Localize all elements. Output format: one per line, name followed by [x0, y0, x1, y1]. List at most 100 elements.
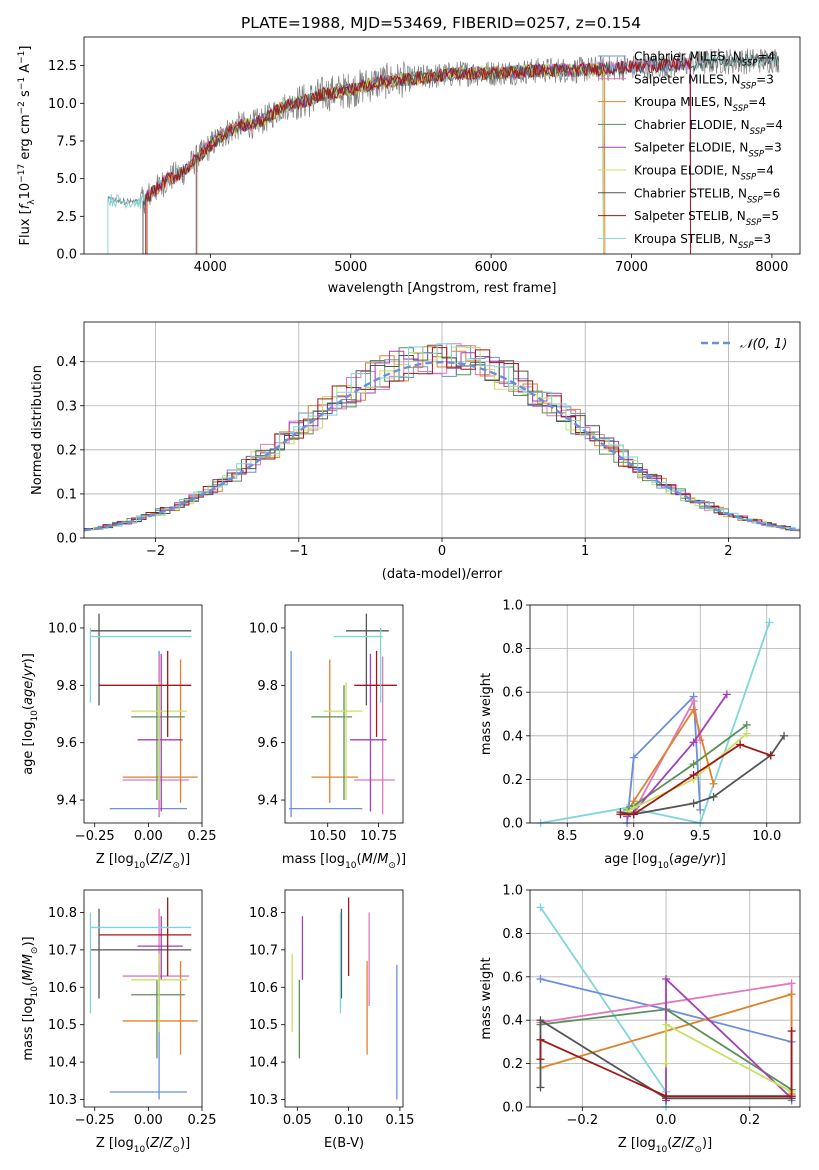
x-tick-label: 0.2: [739, 1113, 760, 1128]
marker-kroupa_elodie: [662, 1059, 671, 1068]
marker-chabrier_stelib: [536, 1016, 545, 1025]
y-tick-label: 0.0: [502, 1101, 523, 1116]
y-axis-label-part: Flux [: [18, 209, 33, 245]
y-axis-label-part: A: [18, 64, 33, 77]
series-kroupa_stelib-line: [540, 622, 771, 825]
marker-salpeter_stelib: [766, 751, 775, 760]
marker-kroupa_elodie: [662, 1020, 671, 1029]
x-tick-label: 2: [724, 544, 732, 559]
x-tick-label: 0.00: [134, 1113, 163, 1128]
marker-kroupa_miles: [689, 705, 698, 714]
y-tick-label: 12.5: [48, 59, 77, 74]
errorbar-chabrier_elodie: [131, 979, 185, 1059]
y-axis-label-part: /: [21, 676, 36, 681]
legend-label-part: =4: [757, 50, 775, 64]
y-tick-label: 10.5: [48, 1018, 77, 1033]
x-axis-label-part: /: [698, 852, 703, 867]
x-axis-label-part: Z [log: [618, 1136, 656, 1151]
x-tick-label: 0.25: [188, 1113, 217, 1128]
spectrum-frame: [83, 36, 801, 255]
y-tick-label: 10.7: [249, 943, 278, 958]
model-kroupa_elodie-line: [197, 61, 604, 254]
hist-kroupa_miles: [84, 346, 800, 532]
y-tick-label: 1.0: [502, 599, 523, 614]
y-tick-label: 2.5: [56, 210, 77, 225]
x-tick-label: 0.25: [188, 829, 217, 844]
marker-chabrier_miles: [696, 805, 705, 814]
mass_vs_Z-frame: [83, 889, 203, 1108]
y-tick-label: 10.3: [249, 1093, 278, 1108]
errorbar-chabrier_elodie: [311, 685, 353, 801]
y-tick-label: 0.8: [502, 642, 523, 657]
errorbar-salpeter_stelib: [99, 650, 192, 737]
legend-label-part: =5: [761, 209, 779, 223]
y-tick-label: 10.8: [48, 906, 77, 921]
model-salpeter_miles-line: [146, 57, 691, 254]
legend-label: Salpeter MILES, NSSP=3: [634, 72, 774, 91]
y-axis-label-part: mass weight: [479, 673, 494, 755]
legend-label-part: SSP: [746, 218, 762, 228]
errorbar-kroupa_elodie: [131, 682, 187, 801]
y-tick-label: 10.4: [249, 1056, 278, 1071]
marker-chabrier_stelib: [536, 1083, 545, 1092]
legend-label-part: Salpeter STELIB, N: [634, 209, 746, 223]
errorbar-chabrier_miles: [109, 650, 187, 818]
x-axis-label: age [log10(age/yr)]: [604, 852, 726, 871]
x-axis-label-part: wavelength [Angstrom, rest frame]: [328, 281, 557, 296]
mass_vs_ebv-frame: [284, 889, 404, 1108]
legend-label-part: Chabrier ELODIE, N: [634, 118, 750, 132]
legend-label-part: =3: [756, 72, 774, 86]
y-axis-label-part: mass [log: [21, 997, 36, 1060]
x-axis-label-part: (: [145, 1136, 150, 1151]
legend-label-part: SSP: [748, 150, 764, 160]
y-tick-label: 0.1: [56, 487, 77, 502]
y-axis-label-part: ⊙: [30, 947, 40, 955]
x-tick-label: 10.0: [752, 829, 781, 844]
massweight_vs_Z-frame: [529, 889, 801, 1108]
mass_vs_ebv-axes: 0.05 0.10 0.15 10.3 10.4 10.5 10.6 10.7 10.8: [249, 906, 414, 1128]
marker-chabrier_elodie: [742, 720, 751, 729]
legend-label-part: Kroupa MILES, N: [634, 95, 733, 109]
x-axis-label-part: E(B-V): [324, 1136, 364, 1151]
marker-kroupa_elodie: [742, 729, 751, 738]
y-axis-label-part: yr: [21, 662, 36, 678]
x-axis-label-part: yr: [702, 852, 718, 867]
y-tick-label: 0.2: [56, 443, 77, 458]
x-axis-label-part: )]: [180, 1136, 190, 1151]
marker-kroupa_stelib: [765, 618, 774, 627]
marker-salpeter_elodie: [662, 974, 671, 983]
age_vs_mass-axes: 10.50 10.75 9.4 9.6 9.8 10.0: [249, 621, 397, 844]
x-tick-label: −0.2: [567, 1113, 599, 1128]
x-axis-label-part: (: [145, 852, 150, 867]
errorbar-chabrier_stelib: [346, 613, 389, 706]
x-axis-label-part: 10: [657, 861, 669, 871]
x-axis-label-part: )]: [702, 1136, 712, 1151]
errorbar-chabrier_miles: [109, 964, 187, 1100]
x-axis-label-part: (: [669, 852, 674, 867]
x-axis-label: wavelength [Angstrom, rest frame]: [328, 281, 557, 296]
errorbar-salpeter_stelib: [354, 650, 397, 737]
series-chabrier_miles-line: [626, 694, 702, 824]
x-axis-label-part: (data-model)/error: [382, 567, 503, 582]
legend-label-part: Chabrier MILES, N: [634, 50, 742, 64]
x-axis-label-part: 10: [656, 1145, 668, 1155]
y-tick-label: 0.8: [502, 927, 523, 942]
x-axis-label-part: (: [357, 852, 362, 867]
y-axis-label-part: −17: [17, 164, 27, 183]
marker-chabrier_miles: [629, 753, 638, 762]
x-axis-label: Z [log10(Z/Z⊙)]: [96, 1136, 190, 1155]
x-axis-label-part: Z: [685, 1136, 696, 1151]
x-axis-label-part: )]: [716, 852, 726, 867]
x-axis-label-part: /: [681, 1136, 686, 1151]
errorbar-salpeter_miles: [122, 908, 190, 1006]
errorbar-salpeter_miles: [354, 656, 395, 815]
errorbar-chabrier_elodie: [131, 685, 185, 801]
y-axis-label-part: 10: [30, 710, 40, 722]
y-axis-label: mass weight: [479, 957, 494, 1039]
legend-label: Kroupa MILES, NSSP=4: [634, 95, 766, 114]
marker-salpeter_stelib: [536, 1055, 545, 1064]
y-tick-label: 0.0: [502, 817, 523, 832]
errorbar-kroupa_stelib: [333, 627, 383, 703]
marker-kroupa_stelib: [536, 903, 545, 912]
legend-label: Chabrier MILES, NSSP=4: [634, 50, 775, 69]
